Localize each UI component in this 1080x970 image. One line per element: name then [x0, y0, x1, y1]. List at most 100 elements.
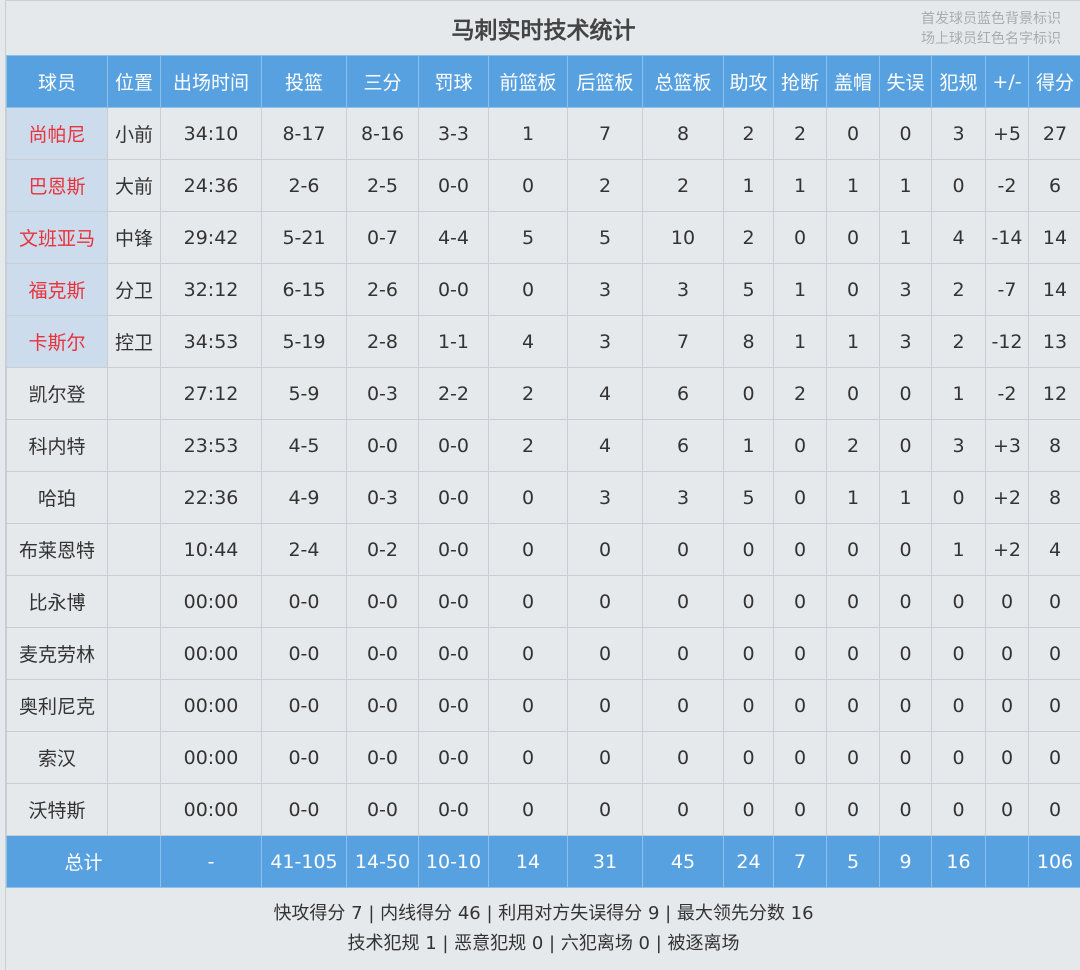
blk-cell: 1: [827, 316, 880, 368]
player-name[interactable]: 巴恩斯: [7, 160, 108, 212]
player-name[interactable]: 奥利尼克: [7, 680, 108, 732]
reb-cell: 0: [643, 524, 724, 576]
ast-cell: 0: [724, 368, 774, 420]
plus-minus-cell: +2: [986, 524, 1029, 576]
position-cell: 控卫: [108, 316, 161, 368]
oreb-cell: 0: [489, 576, 568, 628]
stl-cell: 0: [774, 212, 827, 264]
ast-cell: 0: [724, 628, 774, 680]
plus-minus-cell: -2: [986, 368, 1029, 420]
legend-starter: 首发球员蓝色背景标识: [921, 9, 1061, 29]
fg-cell: 5-19: [262, 316, 347, 368]
total-stl: 7: [774, 836, 827, 888]
column-header-ast[interactable]: 助攻: [724, 56, 774, 108]
position-cell: 分卫: [108, 264, 161, 316]
minutes-cell: 10:44: [161, 524, 262, 576]
minutes-cell: 23:53: [161, 420, 262, 472]
position-cell: [108, 628, 161, 680]
fg-cell: 0-0: [262, 680, 347, 732]
pts-cell: 0: [1029, 576, 1080, 628]
pf-cell: 0: [932, 472, 986, 524]
pf-cell: 0: [932, 576, 986, 628]
tov-cell: 0: [880, 524, 932, 576]
reb-cell: 6: [643, 368, 724, 420]
oreb-cell: 0: [489, 628, 568, 680]
column-header-minutes[interactable]: 出场时间: [161, 56, 262, 108]
ft-cell: 4-4: [419, 212, 489, 264]
total-pts: 106: [1029, 836, 1080, 888]
plus-minus-cell: -14: [986, 212, 1029, 264]
player-name[interactable]: 福克斯: [7, 264, 108, 316]
player-name[interactable]: 麦克劳林: [7, 628, 108, 680]
blk-cell: 0: [827, 108, 880, 160]
column-header-pf[interactable]: 犯规: [932, 56, 986, 108]
player-name[interactable]: 索汉: [7, 732, 108, 784]
box-score-table: 球员位置出场时间投篮三分罚球前篮板后篮板总篮板助攻抢断盖帽失误犯规+/-得分 尚…: [6, 55, 1080, 888]
oreb-cell: 0: [489, 732, 568, 784]
player-name[interactable]: 沃特斯: [7, 784, 108, 836]
summary-footer: 快攻得分 7 | 内线得分 46 | 利用对方失误得分 9 | 最大领先分数 1…: [6, 899, 1080, 959]
fg-cell: 2-6: [262, 160, 347, 212]
pts-cell: 14: [1029, 212, 1080, 264]
position-cell: 小前: [108, 108, 161, 160]
player-name[interactable]: 卡斯尔: [7, 316, 108, 368]
minutes-cell: 00:00: [161, 576, 262, 628]
player-name[interactable]: 文班亚马: [7, 212, 108, 264]
column-header-blk[interactable]: 盖帽: [827, 56, 880, 108]
tov-cell: 1: [880, 472, 932, 524]
blk-cell: 0: [827, 264, 880, 316]
column-header-dreb[interactable]: 后篮板: [568, 56, 643, 108]
tov-cell: 1: [880, 160, 932, 212]
oreb-cell: 1: [489, 108, 568, 160]
minutes-cell: 00:00: [161, 680, 262, 732]
blk-cell: 0: [827, 784, 880, 836]
column-header-reb[interactable]: 总篮板: [643, 56, 724, 108]
stl-cell: 1: [774, 160, 827, 212]
column-header-stl[interactable]: 抢断: [774, 56, 827, 108]
reb-cell: 10: [643, 212, 724, 264]
blk-cell: 1: [827, 472, 880, 524]
column-header-three[interactable]: 三分: [347, 56, 419, 108]
fg-cell: 0-0: [262, 628, 347, 680]
column-header-position[interactable]: 位置: [108, 56, 161, 108]
column-header-tov[interactable]: 失误: [880, 56, 932, 108]
reb-cell: 0: [643, 576, 724, 628]
reb-cell: 3: [643, 472, 724, 524]
blk-cell: 1: [827, 160, 880, 212]
position-cell: [108, 420, 161, 472]
column-header-ft[interactable]: 罚球: [419, 56, 489, 108]
column-header-pts[interactable]: 得分: [1029, 56, 1080, 108]
summary-line-2: 技术犯规 1 | 恶意犯规 0 | 六犯离场 0 | 被逐离场: [6, 929, 1080, 959]
ft-cell: 0-0: [419, 524, 489, 576]
total-plus-minus: [986, 836, 1029, 888]
player-name[interactable]: 布莱恩特: [7, 524, 108, 576]
player-name[interactable]: 凯尔登: [7, 368, 108, 420]
dreb-cell: 4: [568, 368, 643, 420]
column-header-oreb[interactable]: 前篮板: [489, 56, 568, 108]
ast-cell: 0: [724, 524, 774, 576]
pf-cell: 0: [932, 628, 986, 680]
player-name[interactable]: 尚帕尼: [7, 108, 108, 160]
stl-cell: 1: [774, 316, 827, 368]
column-header-plus-minus[interactable]: +/-: [986, 56, 1029, 108]
column-header-fg[interactable]: 投篮: [262, 56, 347, 108]
dreb-cell: 7: [568, 108, 643, 160]
position-cell: [108, 576, 161, 628]
pts-cell: 8: [1029, 472, 1080, 524]
player-name[interactable]: 比永博: [7, 576, 108, 628]
player-name[interactable]: 科内特: [7, 420, 108, 472]
three-cell: 0-3: [347, 472, 419, 524]
pts-cell: 0: [1029, 732, 1080, 784]
player-name[interactable]: 哈珀: [7, 472, 108, 524]
oreb-cell: 2: [489, 420, 568, 472]
summary-line-1: 快攻得分 7 | 内线得分 46 | 利用对方失误得分 9 | 最大领先分数 1…: [6, 899, 1080, 929]
stl-cell: 0: [774, 420, 827, 472]
reb-cell: 8: [643, 108, 724, 160]
plus-minus-cell: +3: [986, 420, 1029, 472]
stl-cell: 0: [774, 732, 827, 784]
column-header-player[interactable]: 球员: [7, 56, 108, 108]
